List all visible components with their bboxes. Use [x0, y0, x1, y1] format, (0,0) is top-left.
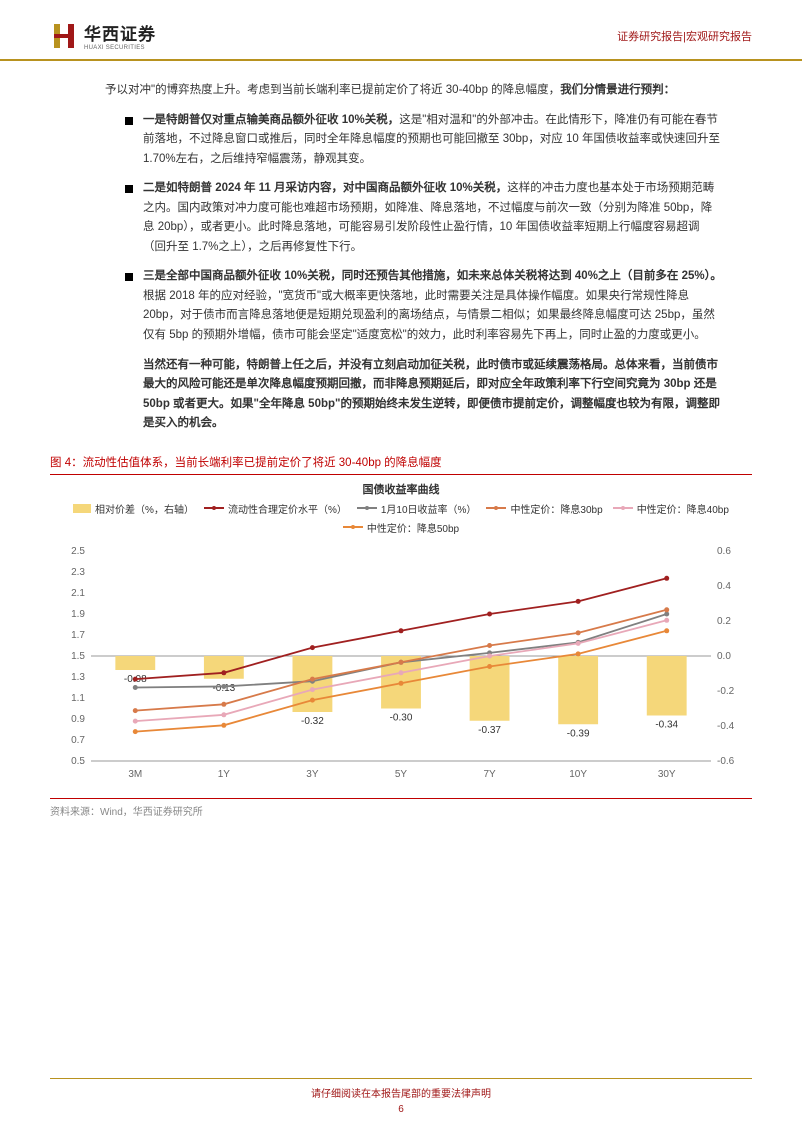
huaxi-logo-icon: [50, 22, 78, 50]
legend-label: 相对价差（%，右轴）: [95, 501, 194, 516]
svg-text:-0.34: -0.34: [655, 719, 678, 730]
svg-text:10Y: 10Y: [569, 769, 587, 780]
legend: 相对价差（%，右轴） 流动性合理定价水平（%） 1月10日收益率（%） 中性定价：降息…: [50, 501, 752, 535]
svg-text:3M: 3M: [128, 769, 142, 780]
legend-swatch: [204, 507, 224, 509]
svg-text:1.7: 1.7: [71, 630, 85, 641]
svg-text:-0.6: -0.6: [717, 756, 735, 767]
page-number: 6: [0, 1104, 802, 1115]
bullet-text: 三是全部中国商品额外征收 10%关税，同时还预告其他措施，如未来总体关税将达到 …: [143, 267, 722, 345]
svg-text:-0.39: -0.39: [567, 728, 590, 739]
main-content: 予以对冲"的博弈热度上升。考虑到当前长端利率已提前定价了将近 30-40bp 的…: [0, 61, 802, 444]
legend-item: 相对价差（%，右轴）: [73, 501, 194, 516]
chart-area: 国债收益率曲线 相对价差（%，右轴） 流动性合理定价水平（%） 1月10日收益率（%…: [0, 475, 802, 798]
svg-text:0.2: 0.2: [717, 616, 731, 627]
svg-text:-0.32: -0.32: [301, 716, 324, 727]
page-footer: 请仔细阅读在本报告尾部的重要法律声明 6: [0, 1078, 802, 1115]
bullet-marker: [125, 117, 133, 125]
footer-disclaimer: 请仔细阅读在本报告尾部的重要法律声明: [0, 1085, 802, 1100]
svg-text:1.1: 1.1: [71, 693, 85, 704]
svg-text:1.3: 1.3: [71, 672, 85, 683]
intro-bold: 我们分情景进行预判：: [560, 84, 675, 96]
legend-label: 中性定价：降息50bp: [367, 520, 459, 535]
source-text: 资料来源：Wind，华西证券研究所: [0, 799, 802, 822]
bullet-marker: [125, 185, 133, 193]
legend-item: 中性定价：降息30bp: [486, 501, 602, 516]
legend-label: 中性定价：降息40bp: [637, 501, 729, 516]
legend-item: 中性定价：降息40bp: [613, 501, 729, 516]
bullet-item: 三是全部中国商品额外征收 10%关税，同时还预告其他措施，如未来总体关税将达到 …: [125, 267, 722, 345]
legend-swatch: [343, 526, 363, 528]
svg-text:0.0: 0.0: [717, 651, 731, 662]
svg-text:0.9: 0.9: [71, 714, 85, 725]
svg-text:2.5: 2.5: [71, 546, 85, 557]
intro-paragraph: 予以对冲"的博弈热度上升。考虑到当前长端利率已提前定价了将近 30-40bp 的…: [105, 81, 722, 101]
svg-text:2.3: 2.3: [71, 567, 85, 578]
svg-text:3Y: 3Y: [306, 769, 319, 780]
svg-text:0.7: 0.7: [71, 735, 85, 746]
legend-label: 1月10日收益率（%）: [381, 501, 477, 516]
bullet-item: 一是特朗普仅对重点输美商品额外征收 10%关税，这是"相对温和"的外部冲击。在此…: [125, 111, 722, 170]
logo: 华西证券 HUAXI SECURITIES: [50, 20, 156, 51]
page-header: 华西证券 HUAXI SECURITIES 证券研究报告|宏观研究报告: [0, 0, 802, 61]
legend-item: 1月10日收益率（%）: [357, 501, 477, 516]
legend-swatch: [357, 507, 377, 509]
yield-curve-chart: 0.5 0.7 0.9 1.1 1.3 1.5 1.7 1.9 2.1 2.3 2.5 -0.6 -0.…: [50, 541, 752, 791]
bullet-marker: [125, 273, 133, 281]
footer-line: [50, 1078, 752, 1079]
svg-text:30Y: 30Y: [658, 769, 676, 780]
svg-text:-0.2: -0.2: [717, 686, 735, 697]
bullet-item: 二是如特朗普 2024 年 11 月采访内容，对中国商品额外征收 10%关税，这…: [125, 179, 722, 257]
conclusion-paragraph: 当然还有一种可能，特朗普上任之后，并没有立刻启动加征关税，此时债市或延续震荡格局…: [143, 356, 722, 434]
svg-text:1.5: 1.5: [71, 651, 85, 662]
svg-text:5Y: 5Y: [395, 769, 408, 780]
figure-title: 图 4：流动性估值体系，当前长端利率已提前定价了将近 30-40bp 的降息幅度: [0, 444, 802, 474]
legend-swatch: [486, 507, 506, 509]
logo-cn-text: 华西证券: [84, 20, 156, 45]
svg-text:0.4: 0.4: [717, 581, 731, 592]
svg-text:7Y: 7Y: [483, 769, 496, 780]
chart-title: 国债收益率曲线: [50, 481, 752, 497]
svg-text:-0.37: -0.37: [478, 725, 501, 736]
svg-text:1.9: 1.9: [71, 609, 85, 620]
bullet-text: 二是如特朗普 2024 年 11 月采访内容，对中国商品额外征收 10%关税，这…: [143, 179, 722, 257]
svg-text:-0.30: -0.30: [390, 712, 413, 723]
svg-text:2.1: 2.1: [71, 588, 85, 599]
legend-swatch: [73, 504, 91, 513]
legend-label: 中性定价：降息30bp: [510, 501, 602, 516]
legend-swatch: [613, 507, 633, 509]
header-category: 证券研究报告|宏观研究报告: [617, 28, 752, 44]
svg-text:0.5: 0.5: [71, 756, 85, 767]
logo-en-text: HUAXI SECURITIES: [84, 45, 156, 51]
svg-text:-0.4: -0.4: [717, 721, 735, 732]
intro-text: 予以对冲"的博弈热度上升。考虑到当前长端利率已提前定价了将近 30-40bp 的…: [105, 84, 560, 96]
legend-label: 流动性合理定价水平（%）: [228, 501, 347, 516]
svg-text:1Y: 1Y: [218, 769, 231, 780]
legend-item: 流动性合理定价水平（%）: [204, 501, 347, 516]
legend-item: 中性定价：降息50bp: [343, 520, 459, 535]
bullet-text: 一是特朗普仅对重点输美商品额外征收 10%关税，这是"相对温和"的外部冲击。在此…: [143, 111, 722, 170]
svg-text:0.6: 0.6: [717, 546, 731, 557]
